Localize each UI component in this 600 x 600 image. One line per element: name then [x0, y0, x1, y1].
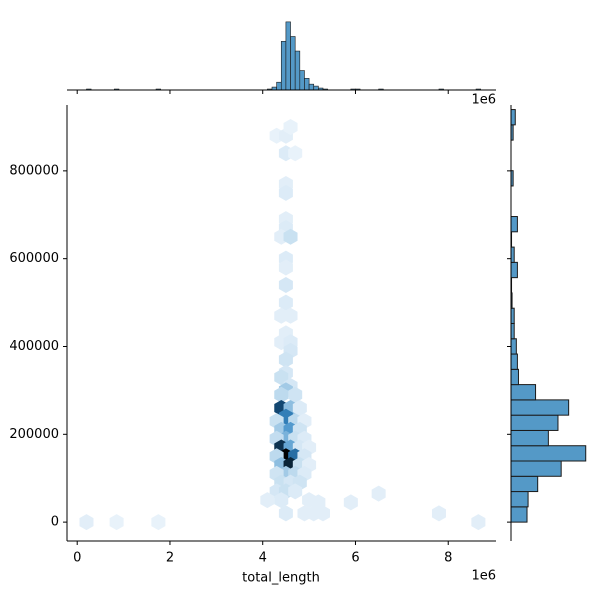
hexbin: [278, 351, 293, 368]
hexbin: [288, 145, 303, 162]
y-tick-label: 600000: [9, 251, 59, 266]
hexbin: [283, 307, 298, 324]
hexbin: [278, 277, 293, 294]
x-tick-label: 8: [444, 551, 452, 566]
y-tick-label: 800000: [9, 163, 59, 178]
x-tick-label: 2: [166, 551, 174, 566]
hexbin: [274, 386, 289, 403]
top-hist-bar: [285, 21, 291, 91]
hexbin: [283, 118, 298, 135]
top-hist-bar: [294, 50, 301, 91]
hexbin: [431, 505, 446, 522]
hexbin: [471, 514, 486, 531]
hexbin: [109, 514, 124, 531]
hexbin: [260, 492, 275, 509]
right-hist-bar: [510, 261, 518, 279]
right-hist-bar: [510, 475, 539, 493]
right-hist-bar: [510, 491, 529, 508]
right-hist-bar: [510, 353, 518, 370]
right-hist-bar: [510, 384, 537, 401]
hexbin: [79, 514, 94, 531]
right-hist-bar: [510, 399, 570, 416]
right-hist-bar: [510, 445, 587, 462]
hexbin: [343, 494, 358, 511]
top-hist-bar: [304, 78, 310, 91]
x-axis-label: total_length: [242, 571, 320, 586]
x-tick-label: 6: [351, 551, 359, 566]
top-hist-bar: [276, 81, 282, 91]
x-offset-label: 1e6: [471, 569, 496, 584]
y-tick-label: 0: [51, 515, 59, 530]
right-hist-bar: [510, 429, 549, 447]
hexbin: [151, 514, 166, 531]
right-hist-bar: [510, 460, 562, 477]
hexbin: [288, 483, 303, 500]
right-hist-bar: [510, 506, 528, 523]
top-hist-bar: [290, 36, 296, 91]
top-hist-bar: [280, 41, 287, 91]
top-hist-bar: [299, 70, 305, 91]
y-tick-label: 200000: [9, 427, 59, 442]
hexbin: [288, 386, 303, 403]
hexbin: [278, 505, 293, 522]
hexbin: [316, 505, 331, 522]
top-hist-bar: [313, 85, 319, 91]
right-hist-bar: [510, 216, 518, 233]
hexbin: [371, 485, 386, 502]
right-hist-bar: [510, 338, 517, 355]
hexbin: [274, 492, 289, 509]
right-hist-bar: [510, 368, 519, 386]
right-hist-bar: [510, 414, 559, 431]
top-offset-label: 1e6: [471, 93, 496, 108]
x-tick-label: 4: [259, 551, 267, 566]
hexbin: [292, 399, 307, 416]
right-hist-bar: [510, 109, 516, 126]
hexbin: [278, 184, 293, 201]
hexbin: [278, 294, 293, 311]
y-tick-label: 400000: [9, 339, 59, 354]
hexbin: [274, 369, 289, 386]
hexbin: [278, 259, 293, 276]
top-hist-bar: [308, 83, 315, 91]
hexbin: [283, 228, 298, 245]
x-tick-label: 0: [73, 551, 81, 566]
